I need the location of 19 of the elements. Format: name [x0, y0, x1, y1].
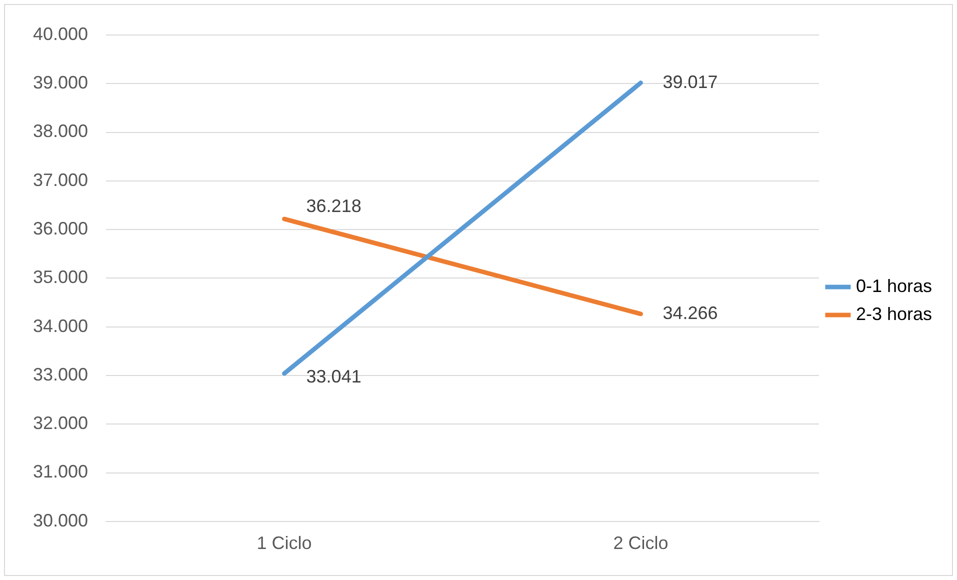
y-tick-label: 38.000 — [32, 121, 88, 142]
legend-label: 2-3 horas — [856, 304, 932, 324]
legend-label: 0-1 horas — [856, 276, 932, 296]
y-tick-label: 36.000 — [32, 218, 88, 239]
y-tick-label: 37.000 — [32, 170, 88, 190]
x-tick-label: 1 Ciclo — [256, 533, 312, 554]
y-tick-label: 33.000 — [32, 364, 88, 384]
y-tick-label: 39.000 — [32, 72, 88, 93]
y-tick-label: 30.000 — [32, 510, 88, 530]
data-label: 33.041 — [306, 366, 362, 386]
y-tick-label: 35.000 — [32, 267, 88, 288]
data-label: 34.266 — [662, 302, 718, 323]
y-tick-label: 34.000 — [32, 316, 88, 336]
data-label: 36.218 — [306, 196, 362, 216]
x-tick-label: 2 Ciclo — [613, 533, 668, 554]
y-tick-label: 32.000 — [32, 413, 88, 434]
y-tick-label: 31.000 — [32, 462, 88, 482]
y-tick-label: 40.000 — [32, 24, 88, 44]
data-label: 39.017 — [662, 72, 718, 92]
